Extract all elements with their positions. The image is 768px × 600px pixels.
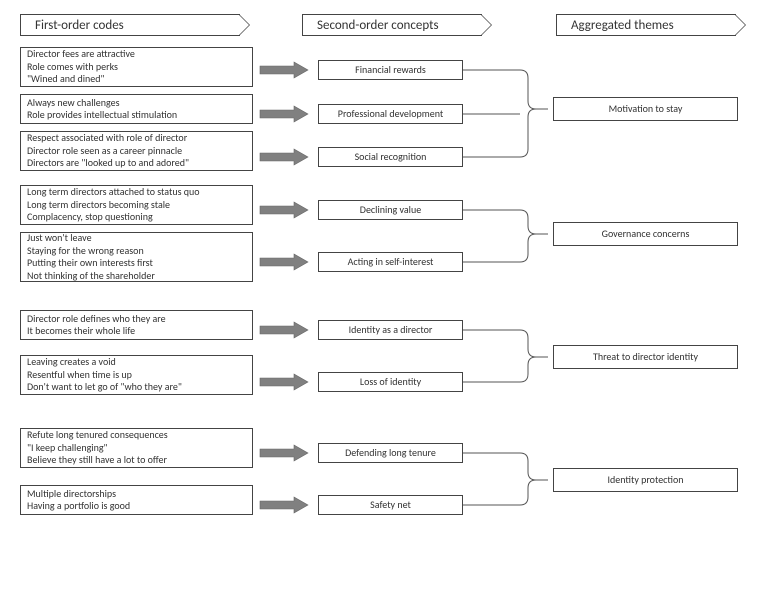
- bracket: [520, 70, 536, 157]
- theme-label: Governance concerns: [602, 228, 690, 241]
- arrow-icon: [260, 149, 308, 165]
- theme-box: Governance concerns: [553, 222, 738, 246]
- code-line: Putting their own interests first: [27, 257, 246, 270]
- concept-label: Safety net: [370, 499, 411, 512]
- arrow-icon: [260, 322, 308, 338]
- arrow-icon: [260, 497, 308, 513]
- theme-box: Motivation to stay: [553, 97, 738, 121]
- header-col1: First-order codes: [20, 14, 240, 36]
- code-box: Respect associated with role of director…: [20, 131, 253, 171]
- code-line: Director fees are attractive: [27, 48, 246, 61]
- theme-box: Identity protection: [553, 468, 738, 492]
- code-box: Always new challengesRole provides intel…: [20, 94, 253, 124]
- code-line: Refute long tenured consequences: [27, 429, 246, 442]
- concept-label: Social recognition: [355, 151, 427, 164]
- code-line: Having a portfolio is good: [27, 500, 246, 513]
- theme-label: Threat to director identity: [593, 351, 698, 364]
- code-box: Multiple directorshipsHaving a portfolio…: [20, 485, 253, 515]
- concept-label: Identity as a director: [349, 324, 433, 337]
- concept-label: Declining value: [360, 204, 421, 217]
- code-line: Not thinking of the shareholder: [27, 270, 246, 283]
- concept-box: Identity as a director: [318, 320, 463, 340]
- theme-label: Motivation to stay: [609, 103, 683, 116]
- code-line: Role provides intellectual stimulation: [27, 109, 246, 122]
- bracket: [520, 210, 536, 262]
- code-box: Leaving creates a voidResentful when tim…: [20, 355, 253, 395]
- code-line: Complacency, stop questioning: [27, 211, 246, 224]
- concept-label: Acting in self-interest: [348, 256, 434, 269]
- concept-box: Defending long tenure: [318, 443, 463, 463]
- concept-box: Social recognition: [318, 147, 463, 167]
- arrow-icon: [260, 202, 308, 218]
- header-col2: Second-order concepts: [302, 14, 482, 36]
- header-col1-label: First-order codes: [35, 18, 124, 33]
- code-box: Just won't leaveStaying for the wrong re…: [20, 232, 253, 282]
- theme-label: Identity protection: [607, 474, 683, 487]
- theme-box: Threat to director identity: [553, 345, 738, 369]
- concept-box: Loss of identity: [318, 372, 463, 392]
- bracket: [520, 330, 536, 382]
- code-line: "Wined and dined": [27, 73, 246, 86]
- concept-box: Declining value: [318, 200, 463, 220]
- code-box: Refute long tenured consequences"I keep …: [20, 428, 253, 468]
- code-line: Believe they still have a lot to offer: [27, 454, 246, 467]
- code-line: Respect associated with role of director: [27, 132, 246, 145]
- concept-label: Professional development: [338, 108, 443, 121]
- code-line: Directors are "looked up to and adored": [27, 157, 246, 170]
- code-line: It becomes their whole life: [27, 325, 246, 338]
- code-line: Just won't leave: [27, 232, 246, 245]
- concept-box: Safety net: [318, 495, 463, 515]
- arrow-icon: [260, 62, 308, 78]
- header-col2-label: Second-order concepts: [317, 18, 439, 33]
- arrow-icon: [260, 254, 308, 270]
- arrow-icon: [260, 374, 308, 390]
- code-line: Leaving creates a void: [27, 356, 246, 369]
- concept-box: Professional development: [318, 104, 463, 124]
- code-line: Don't want to let go of "who they are": [27, 381, 246, 394]
- concept-label: Loss of identity: [360, 376, 421, 389]
- concept-box: Financial rewards: [318, 60, 463, 80]
- concept-label: Defending long tenure: [345, 447, 436, 460]
- code-box: Long term directors attached to status q…: [20, 185, 253, 225]
- code-box: Director fees are attractiveRole comes w…: [20, 47, 253, 87]
- header-col3-label: Aggregated themes: [571, 18, 674, 33]
- code-line: Long term directors attached to status q…: [27, 186, 246, 199]
- header-col3: Aggregated themes: [556, 14, 736, 36]
- arrow-icon: [260, 445, 308, 461]
- code-box: Director role defines who they areIt bec…: [20, 310, 253, 340]
- concept-label: Financial rewards: [355, 64, 426, 77]
- bracket: [520, 453, 536, 505]
- arrow-icon: [260, 106, 308, 122]
- concept-box: Acting in self-interest: [318, 252, 463, 272]
